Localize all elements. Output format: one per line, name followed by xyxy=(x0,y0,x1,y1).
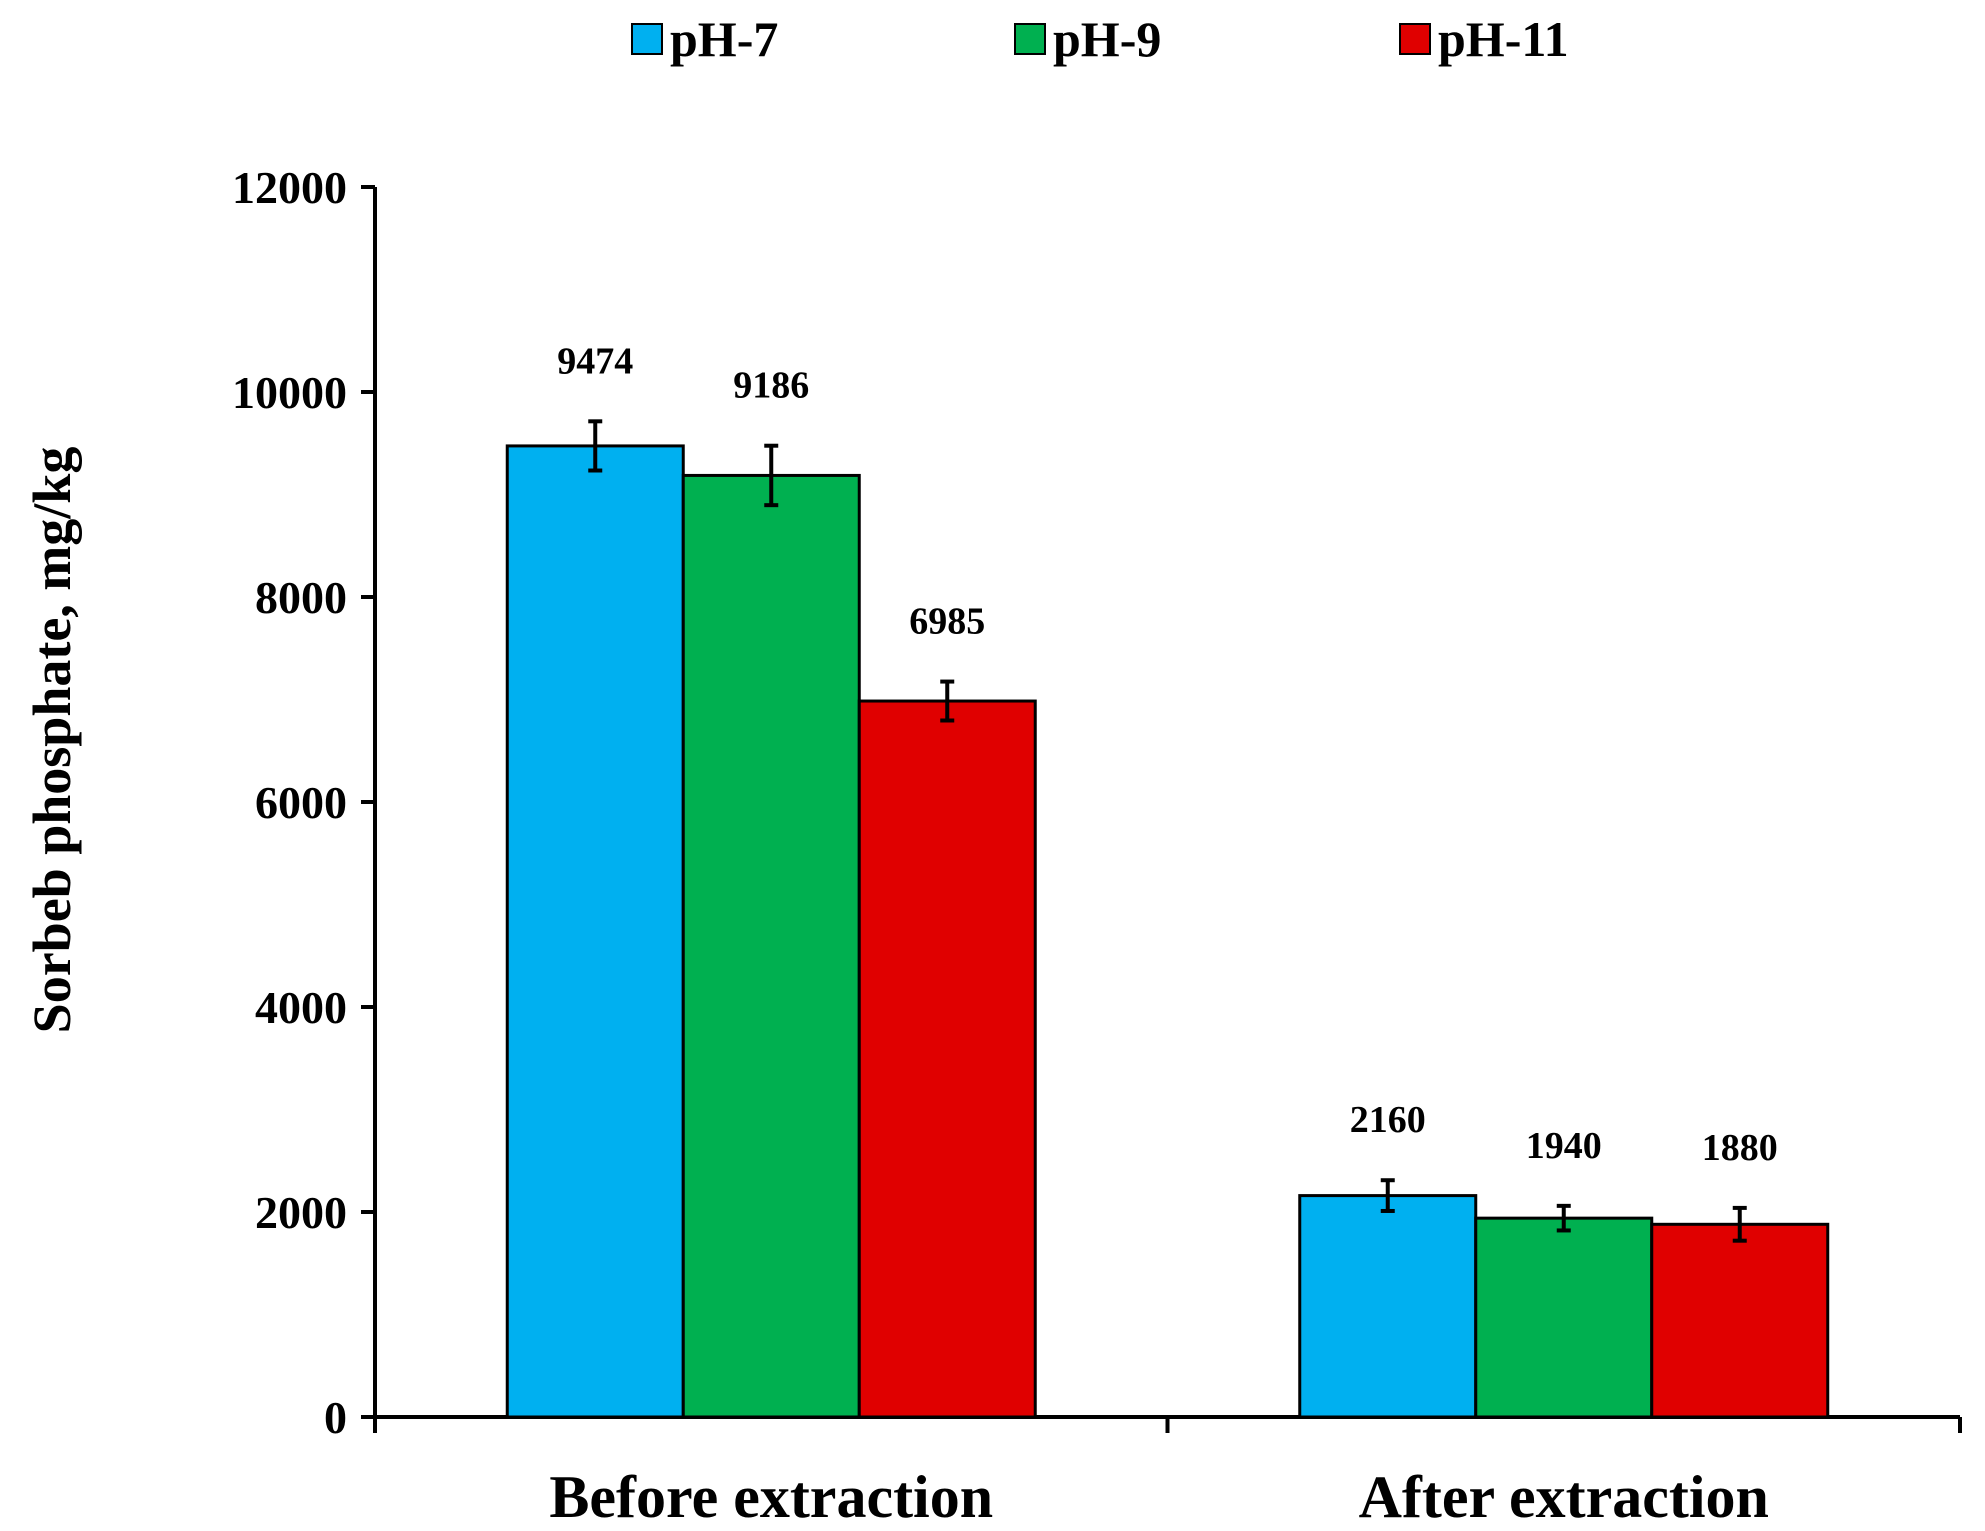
error-bar xyxy=(1732,1205,1747,1243)
error-bar xyxy=(1380,1178,1395,1213)
data-label: 9474 xyxy=(557,340,633,382)
legend-label: pH-11 xyxy=(1438,11,1569,67)
bar-ph-7-before xyxy=(505,444,685,1419)
legend-item-ph-11: pH-11 xyxy=(1399,11,1569,67)
data-label: 1880 xyxy=(1702,1127,1778,1169)
legend-swatch xyxy=(631,23,663,55)
error-bar xyxy=(588,419,603,473)
legend-item-ph-7: pH-7 xyxy=(631,11,778,67)
data-label: 6985 xyxy=(909,601,985,643)
bars xyxy=(505,444,1830,1419)
category-label: After extraction xyxy=(1359,1464,1769,1530)
y-tick-label: 8000 xyxy=(255,572,347,623)
legend-swatch xyxy=(1399,23,1431,55)
bar-ph-9-before xyxy=(681,473,861,1419)
error-bars xyxy=(588,419,1747,1243)
y-tick-label: 12000 xyxy=(232,162,347,213)
data-label: 2160 xyxy=(1350,1099,1426,1141)
error-bar xyxy=(764,443,779,508)
y-tick-label: 0 xyxy=(324,1392,347,1443)
bar-ph-7-after xyxy=(1298,1194,1478,1419)
data-labels: 9474 9186 6985 2160 1940 1880 xyxy=(557,340,1778,1169)
bar-ph-11-before xyxy=(857,699,1037,1419)
legend-item-ph-9: pH-9 xyxy=(1014,11,1161,67)
x-axis: Before extraction After extraction xyxy=(373,1415,1962,1530)
bar-ph-9-after xyxy=(1474,1216,1654,1419)
data-label: 1940 xyxy=(1526,1125,1602,1167)
y-tick-label: 4000 xyxy=(255,982,347,1033)
legend-swatch xyxy=(1014,23,1046,55)
legend-label: pH-7 xyxy=(670,11,778,67)
y-axis: 0 2000 4000 6000 8000 10000 12000 xyxy=(232,162,377,1443)
error-bar xyxy=(1556,1203,1571,1233)
y-axis-title: Sorbeb phosphate, mg/kg xyxy=(22,447,82,1034)
error-bar xyxy=(940,679,955,723)
bar-ph-11-after xyxy=(1650,1222,1830,1419)
y-tick-label: 2000 xyxy=(255,1187,347,1238)
legend-label: pH-9 xyxy=(1053,11,1161,67)
data-label: 9186 xyxy=(733,365,809,407)
y-tick-label: 6000 xyxy=(255,777,347,828)
y-tick-label: 10000 xyxy=(232,367,347,418)
legend: pH-7 pH-9 pH-11 xyxy=(631,11,1569,67)
category-label: Before extraction xyxy=(549,1464,993,1530)
